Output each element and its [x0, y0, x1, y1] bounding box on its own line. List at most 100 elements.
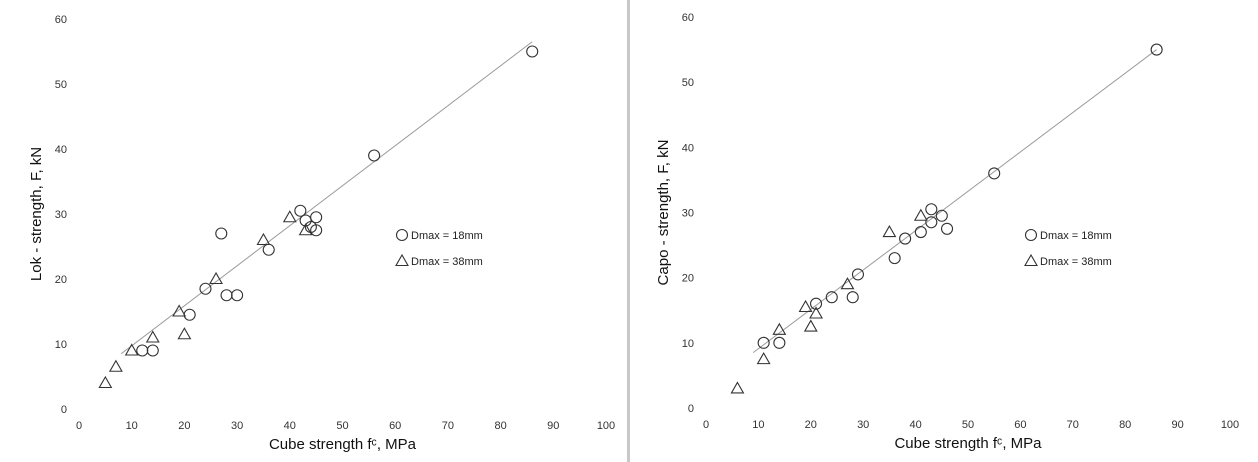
legend-label: Dmax = 18mm: [1040, 230, 1112, 242]
legend-marker: [395, 228, 409, 242]
data-point-dmax38: [803, 319, 818, 332]
data-point-dmax18: [294, 204, 307, 217]
data-point-dmax38: [282, 210, 297, 223]
y-tick-label: 20: [682, 273, 694, 285]
data-point-dmax38: [177, 327, 192, 340]
y-tick-label: 20: [55, 274, 67, 286]
y-tick-label: 30: [55, 209, 67, 221]
data-point-dmax38: [730, 381, 745, 394]
data-point-dmax38: [913, 208, 928, 221]
data-point-dmax18: [846, 291, 859, 304]
data-point-dmax38: [98, 375, 113, 389]
y-axis-title: Lok - strength, F, kN: [28, 147, 45, 281]
data-point-dmax38: [772, 322, 787, 335]
x-tick-label: 10: [126, 420, 138, 432]
chart-lok-strength: 0 10 20 30 40 50 60 0 10 20 30 40 50 60 70 80 90 100 Cube …: [28, 14, 615, 453]
data-point-dmax38: [809, 306, 823, 319]
legend-label: Dmax = 38mm: [411, 256, 483, 268]
x-axis-title: Cube strength fᶜ, MPa: [894, 435, 1042, 452]
data-point-dmax18: [925, 216, 938, 229]
x-tick-label: 90: [547, 420, 559, 432]
x-tick-label: 90: [1171, 419, 1183, 431]
data-point-dmax18: [199, 282, 212, 295]
x-tick-label: 0: [703, 419, 709, 431]
data-point-dmax38: [209, 271, 223, 285]
legend-label: Dmax = 38mm: [1040, 256, 1112, 268]
data-point-dmax18: [899, 232, 912, 245]
data-point-dmax18: [773, 336, 786, 349]
data-point-dmax38: [798, 299, 813, 313]
lok-strength-plot: 0 10 20 30 40 50 60 0 10 20 30 40 50 60 70 80 90 100 Cube …: [28, 14, 615, 453]
x-tick-label: 50: [962, 419, 974, 431]
y-tick-label: 60: [55, 14, 67, 26]
y-tick-label: 60: [682, 12, 694, 24]
data-point-dmax18: [935, 209, 948, 222]
y-tick-label: 10: [682, 338, 694, 350]
x-tick-label: 70: [442, 420, 454, 432]
data-point-dmax38: [882, 224, 897, 238]
x-tick-label: 100: [597, 420, 615, 432]
data-point-dmax38: [108, 359, 123, 372]
x-axis-title: Cube strength fᶜ, MPa: [269, 436, 417, 453]
x-tick-label: 80: [1119, 419, 1131, 431]
data-point-dmax18: [757, 336, 770, 349]
trend-line: [120, 41, 533, 355]
y-axis-title: Capo - strength, F, kN: [655, 140, 672, 286]
x-tick-label: 60: [1014, 419, 1026, 431]
y-tick-label: 40: [55, 144, 67, 156]
x-tick-label: 70: [1067, 419, 1079, 431]
x-tick-label: 50: [336, 420, 348, 432]
legend-marker: [395, 253, 409, 267]
data-point-dmax18: [914, 226, 927, 239]
x-tick-label: 40: [909, 419, 921, 431]
y-tick-label: 0: [688, 403, 694, 415]
data-point-dmax18: [215, 227, 228, 240]
trend-line: [752, 49, 1157, 354]
legend-marker: [1024, 253, 1038, 267]
data-point-dmax38: [172, 304, 187, 317]
data-point-dmax18: [368, 149, 381, 162]
data-point-dmax18: [231, 289, 244, 302]
data-point-dmax18: [183, 308, 196, 321]
legend-label: Dmax = 18mm: [411, 230, 483, 242]
data-point-dmax38: [298, 223, 313, 236]
x-tick-label: 20: [178, 420, 190, 432]
data-point-dmax38: [145, 330, 160, 343]
x-tick-label: 100: [1221, 419, 1239, 431]
data-point-dmax18: [940, 222, 954, 235]
x-tick-label: 10: [752, 419, 764, 431]
y-tick-label: 0: [61, 404, 67, 416]
chart-capo-strength: 0 10 20 30 40 50 60 0 10 20 30 40 50 60 70 80 90 100 Cube …: [629, 0, 1258, 462]
data-point-dmax18: [310, 224, 323, 237]
data-point-dmax38: [756, 352, 771, 365]
legend-marker: [1024, 228, 1038, 242]
y-tick-label: 50: [682, 77, 694, 89]
data-point-dmax18: [888, 252, 901, 265]
data-point-dmax18: [925, 203, 938, 216]
data-point-dmax18: [851, 268, 865, 281]
data-point-dmax18: [136, 344, 149, 357]
data-point-dmax18: [1150, 43, 1163, 56]
x-tick-label: 60: [389, 420, 401, 432]
data-point-dmax18: [262, 243, 275, 256]
y-tick-label: 10: [55, 339, 67, 351]
x-tick-label: 80: [494, 420, 506, 432]
panel-divider: [627, 0, 630, 462]
x-tick-label: 0: [76, 420, 82, 432]
y-tick-label: 40: [682, 142, 694, 154]
data-point-dmax18: [988, 167, 1001, 180]
x-tick-label: 30: [857, 419, 869, 431]
y-tick-label: 50: [55, 79, 67, 91]
data-point-dmax18: [146, 344, 159, 357]
data-point-dmax38: [124, 343, 139, 356]
data-point-dmax18: [825, 291, 838, 304]
x-tick-label: 30: [231, 420, 243, 432]
data-point-dmax18: [310, 211, 323, 224]
data-point-dmax18: [809, 297, 823, 310]
x-tick-label: 20: [805, 419, 817, 431]
data-point-dmax18: [220, 289, 233, 302]
data-point-dmax18: [526, 45, 539, 58]
data-point-dmax38: [256, 232, 271, 246]
capo-strength-plot: 0 10 20 30 40 50 60 0 10 20 30 40 50 60 70 80 90 100 Cube …: [655, 12, 1239, 452]
x-tick-label: 40: [284, 420, 296, 432]
